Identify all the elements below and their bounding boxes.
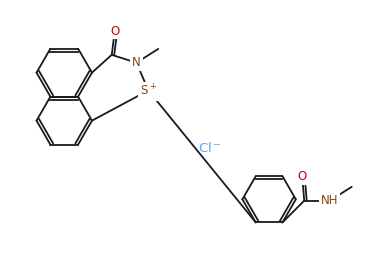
Text: NH: NH [321, 194, 339, 207]
Text: S$^+$: S$^+$ [140, 84, 157, 99]
Text: N: N [132, 56, 141, 69]
Text: O: O [298, 170, 307, 183]
Text: O: O [110, 25, 119, 38]
Text: Cl$^-$: Cl$^-$ [198, 141, 221, 155]
